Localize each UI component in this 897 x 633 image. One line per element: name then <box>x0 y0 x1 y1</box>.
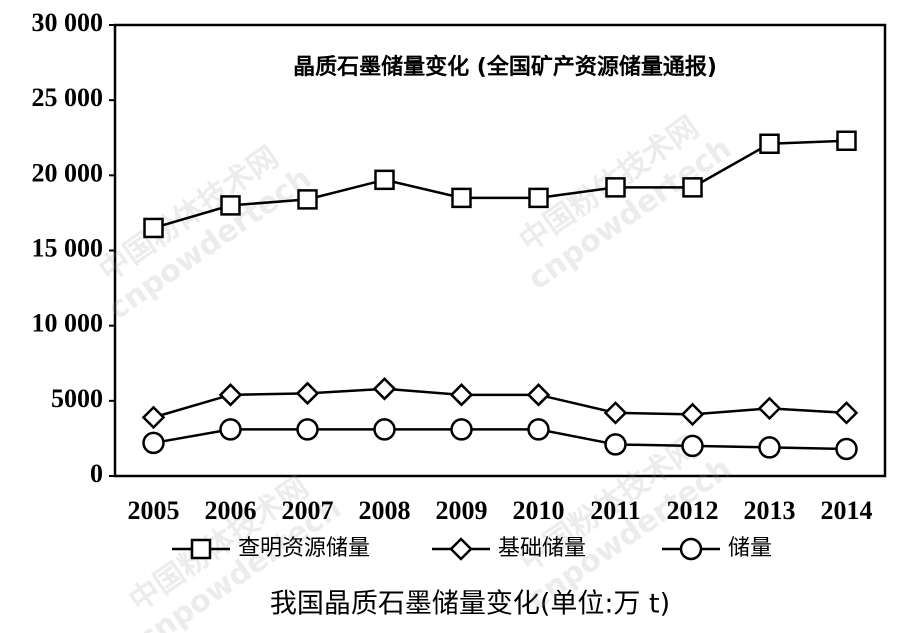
series-line <box>153 428 847 451</box>
point <box>604 433 627 456</box>
legend-label: 基础储量 <box>498 536 586 561</box>
chart-title: 晶质石墨储量变化 (全国矿产资源储量通报) <box>293 54 717 80</box>
point <box>219 418 242 441</box>
x-tick-label: 2009 <box>436 496 488 525</box>
x-tick-label: 2010 <box>513 496 565 525</box>
point <box>528 187 549 209</box>
x-tick-label: 2013 <box>744 496 796 525</box>
point <box>143 217 164 239</box>
point <box>142 431 165 455</box>
point <box>450 418 473 441</box>
point <box>836 130 857 152</box>
y-tick-label: 30 000 <box>32 8 104 37</box>
x-tick-label: 2005 <box>128 496 180 525</box>
series-line <box>153 139 847 230</box>
point <box>680 402 705 427</box>
point <box>373 418 396 441</box>
point <box>682 177 703 198</box>
point <box>758 436 781 459</box>
legend-label: 查明资源储量 <box>238 536 370 561</box>
legend-marker <box>449 537 473 561</box>
point <box>603 401 628 425</box>
point <box>218 383 243 407</box>
x-tick-label: 2008 <box>359 496 411 525</box>
point <box>141 405 166 430</box>
y-tick-label: 15 000 <box>32 233 104 262</box>
point <box>835 437 858 461</box>
caption: 我国晶质石墨储量变化(单位:万 t) <box>270 589 670 620</box>
legend-marker <box>679 537 703 561</box>
point <box>374 169 395 191</box>
point <box>526 383 551 407</box>
y-tick-label: 5000 <box>51 384 103 413</box>
legend-marker <box>190 538 212 560</box>
series-line <box>153 387 847 419</box>
point <box>449 383 474 407</box>
x-tick-label: 2011 <box>590 496 641 525</box>
point <box>451 187 472 209</box>
y-tick-label: 0 <box>90 459 103 488</box>
point <box>527 418 550 441</box>
point <box>681 434 704 458</box>
point <box>759 133 780 155</box>
point <box>295 381 320 406</box>
y-tick-label: 25 000 <box>32 83 104 112</box>
x-tick-label: 2007 <box>282 496 334 525</box>
point <box>297 189 318 210</box>
point <box>605 177 626 198</box>
point <box>372 377 397 401</box>
x-tick-label: 2006 <box>205 496 257 525</box>
point <box>296 418 319 441</box>
x-tick-label: 2014 <box>821 496 873 525</box>
point <box>834 401 859 425</box>
point <box>757 396 782 421</box>
point <box>220 195 241 216</box>
y-tick-label: 10 000 <box>32 309 104 338</box>
x-tick-label: 2012 <box>667 496 719 525</box>
y-tick-label: 20 000 <box>32 158 104 187</box>
legend-label: 储量 <box>728 536 772 561</box>
